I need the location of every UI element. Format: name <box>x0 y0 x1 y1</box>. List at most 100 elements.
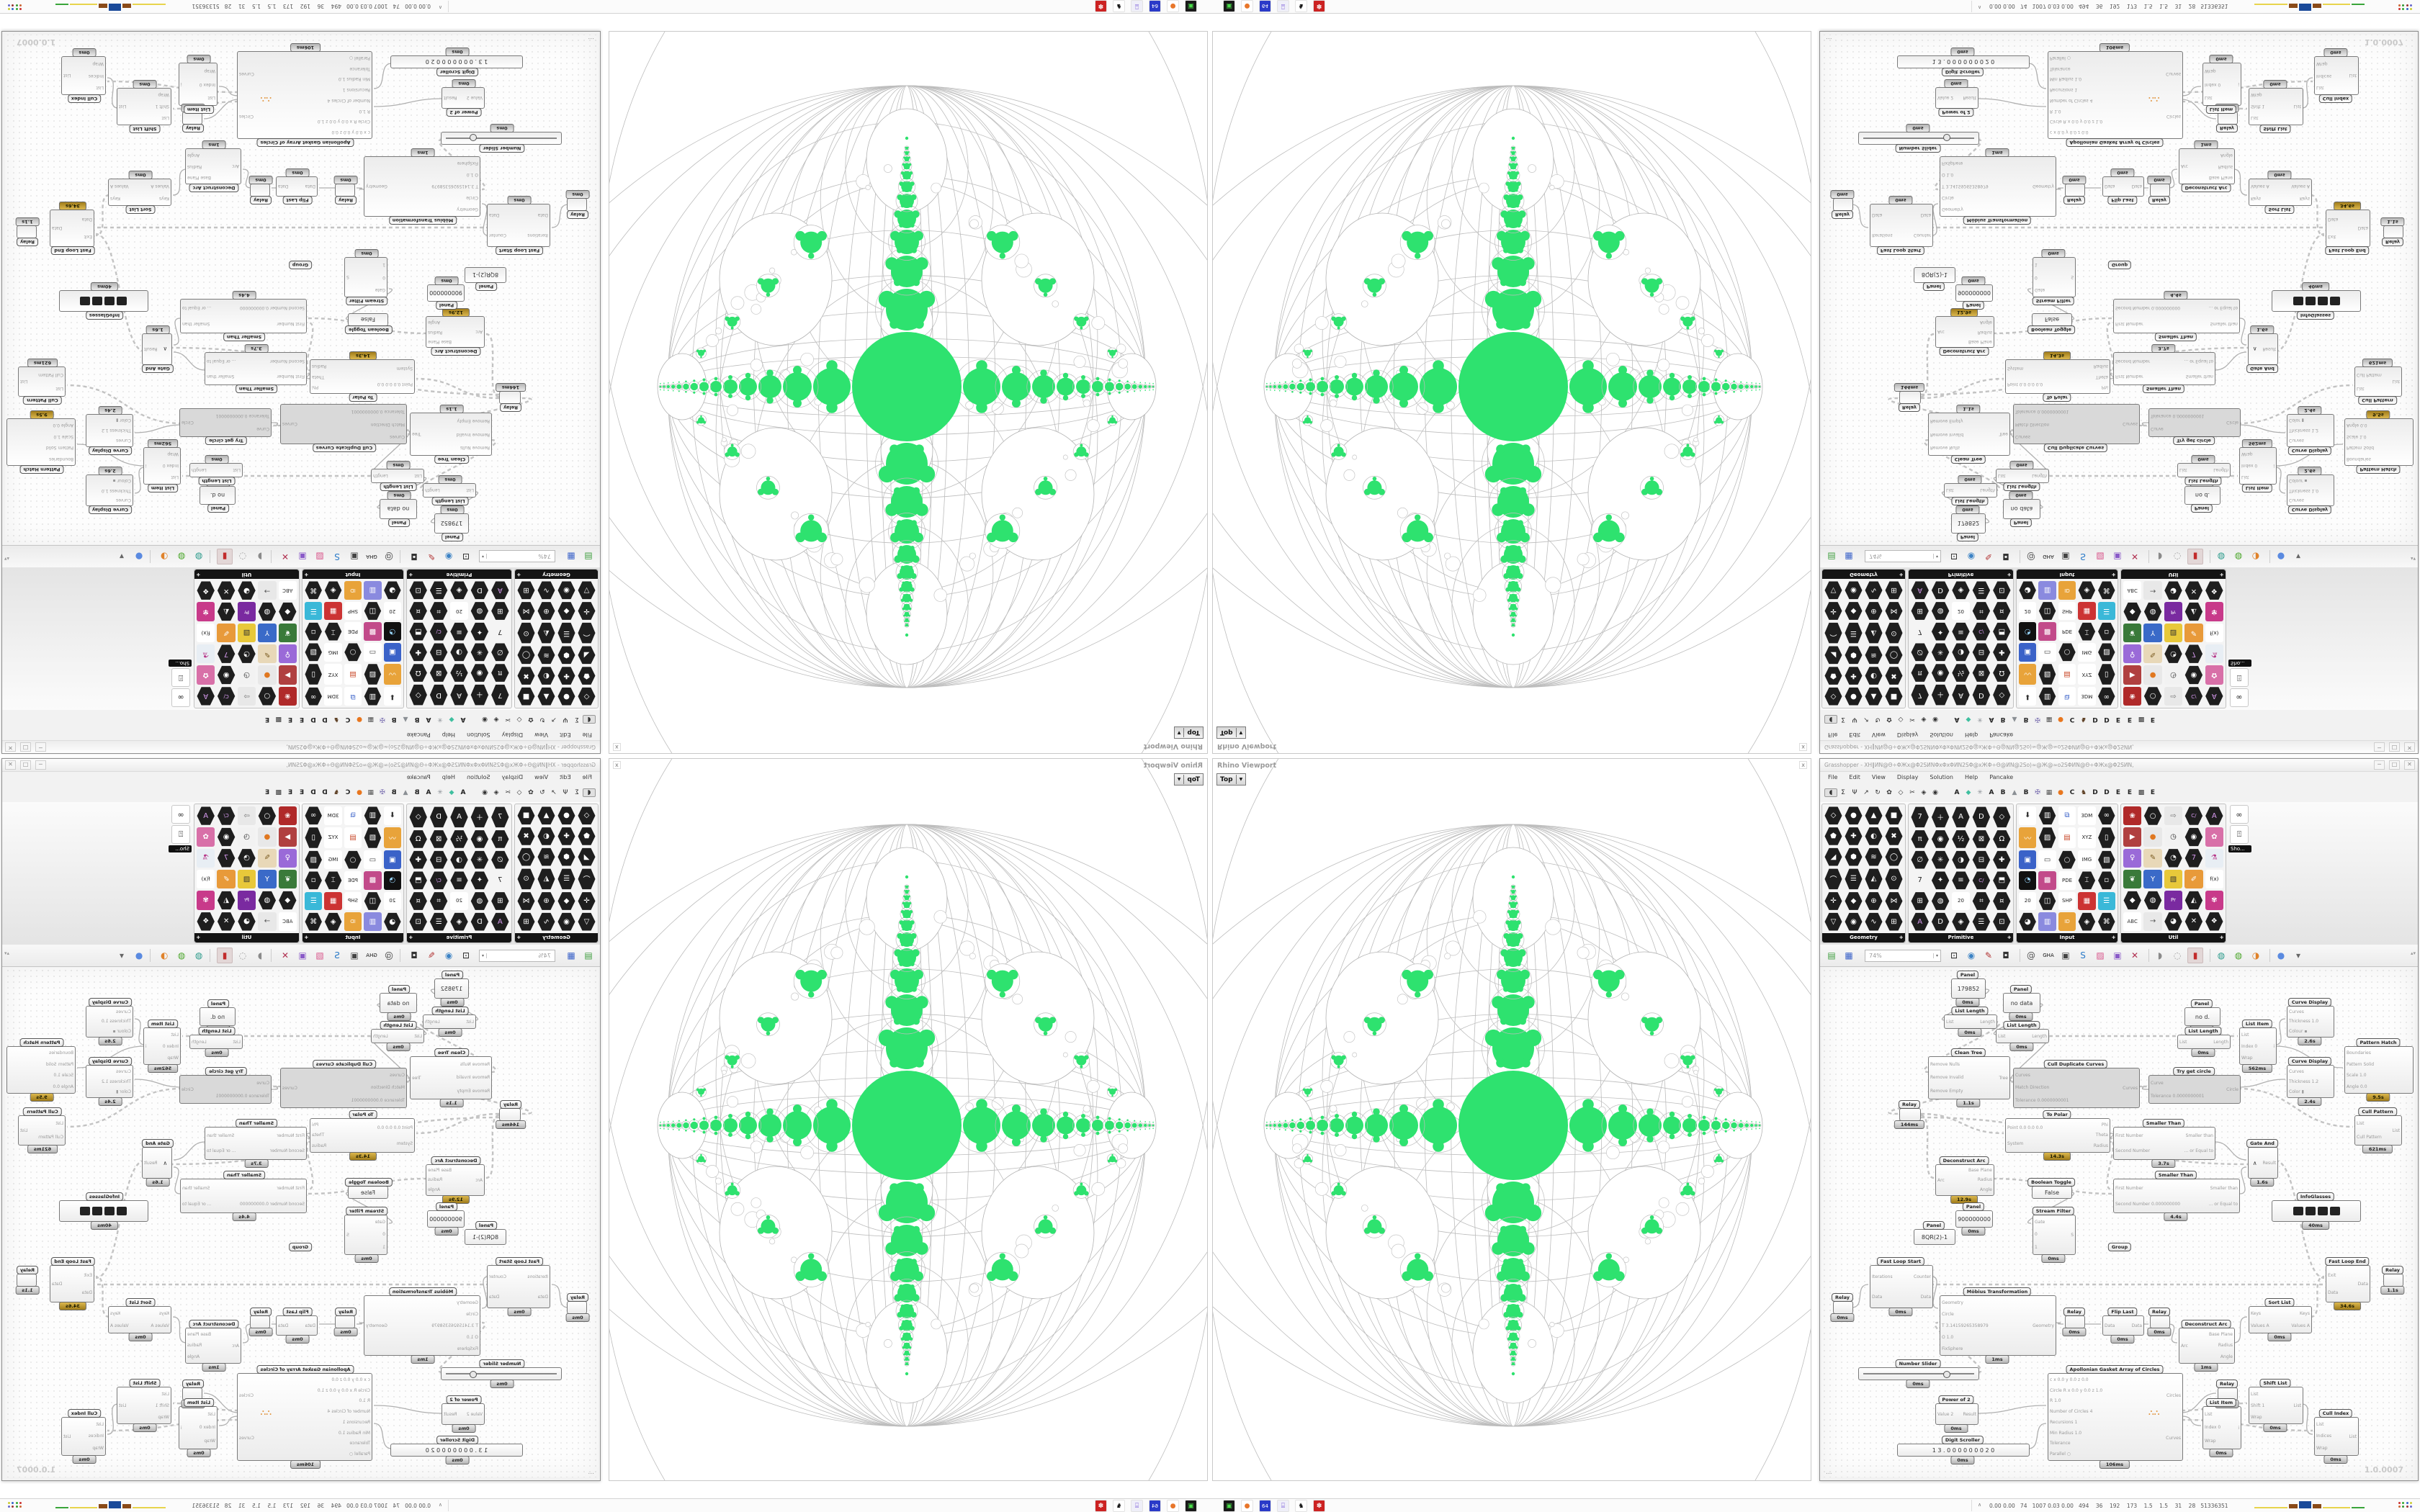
component-icon-util-3[interactable]: C/ <box>2184 806 2203 825</box>
gh-node-title-boolean-toggle[interactable]: Boolean Toggle <box>2027 325 2075 334</box>
close-icon[interactable]: x <box>1799 761 1807 769</box>
component-icon-geometry-15[interactable]: ⊙ <box>517 868 535 890</box>
component-icon-util-4[interactable]: A <box>197 806 215 825</box>
tab-addon-12[interactable]: D <box>2092 716 2098 724</box>
gh-node-flip-last[interactable]: Data Data <box>276 176 318 197</box>
gh-node-title-panel[interactable]: Panel <box>1922 282 1945 291</box>
component-icon-input-2[interactable]: ⧉ <box>2058 687 2076 706</box>
component-icon-geometry-21[interactable]: ◉ <box>1845 581 1863 600</box>
component-icon-geometry-4[interactable]: ⬟ <box>578 667 596 685</box>
component-icon-geometry-23[interactable]: ⊞ <box>1885 912 1903 931</box>
minimize-icon[interactable]: ─ <box>35 742 46 752</box>
gh-node-curve-display[interactable]: Curves Thickness 1.0 Colour ▪ <box>2287 474 2334 506</box>
gh-node-title-cull-duplicate-curves[interactable]: Cull Duplicate Curves <box>312 444 377 452</box>
gh-node-title-m-bius-transformation[interactable]: Möbius Transformation <box>1963 216 2032 225</box>
maximize-icon[interactable]: □ <box>20 742 31 752</box>
chevron-down-icon[interactable]: ▾ <box>1932 953 1940 958</box>
remote-control-icon[interactable]: @ <box>2027 552 2035 562</box>
component-icon-geometry-16[interactable]: ✛ <box>578 892 596 911</box>
solver-pause-icon[interactable]: ◌ <box>2173 950 2182 960</box>
component-icon-util-12[interactable]: ◔ <box>2164 644 2182 663</box>
menu-pancake[interactable]: Pancake <box>1989 774 2014 780</box>
drive-app-icon[interactable]: ▣ <box>1185 1500 1197 1512</box>
component-icon-util-22[interactable]: Pr <box>237 602 256 621</box>
component-icon-input-8[interactable]: XYZ <box>2078 827 2096 849</box>
glasses-button[interactable] <box>2293 297 2303 305</box>
component-icon-util-29[interactable]: ❖ <box>197 581 215 600</box>
component-icon-util-17[interactable]: ▧ <box>2164 869 2183 889</box>
component-icon-primitive-19[interactable]: ⬒ <box>1993 622 2011 641</box>
glasses-button[interactable] <box>2317 297 2328 305</box>
gh-node-panel[interactable]: 8QR(2)-1 <box>1914 267 1955 283</box>
component-icon-geometry-5[interactable]: ✚ <box>1845 667 1863 685</box>
component-icon-primitive-10[interactable]: ∅ <box>491 850 509 869</box>
component-icon-geometry-14[interactable]: ◭ <box>1865 868 1883 890</box>
component-icon-input-28[interactable]: ◈ <box>324 912 341 931</box>
component-icon-input-9[interactable]: ▯ <box>2098 664 2115 685</box>
gh-node-title-m-bius-transformation[interactable]: Möbius Transformation <box>388 1287 457 1296</box>
gh-node-title-relay[interactable]: Relay <box>2381 1266 2404 1274</box>
gh-node-title-relay[interactable]: Relay <box>1898 403 1921 412</box>
component-icon-geometry-6[interactable]: ◐ <box>537 667 555 685</box>
gh-node-title-relay[interactable]: Relay <box>182 1380 205 1388</box>
gh-node-title-group[interactable]: Group <box>288 261 313 269</box>
component-icon-util-19[interactable]: f(x) <box>197 869 215 889</box>
viewport-tab-top[interactable]: Top ▼ <box>1216 726 1247 739</box>
component-icon-geometry-14[interactable]: ◭ <box>1865 622 1883 644</box>
component-icon-primitive-27[interactable]: ◈ <box>450 912 468 931</box>
component-icon-primitive-3[interactable]: D <box>1972 684 1990 706</box>
component-icon-input-26[interactable]: ▥ <box>364 912 382 931</box>
gh-node-deconstruct-arc[interactable]: Arc Base Plane Radius Angle <box>185 148 241 184</box>
gh-node-smaller-than[interactable]: First Number Second Number 0.000000000 Sma… <box>180 1179 307 1213</box>
tab-main-5[interactable]: ✿ <box>1886 788 1892 796</box>
component-icon-primitive-15[interactable]: 7 <box>490 622 509 642</box>
component-icon-util-25[interactable]: ABC <box>2123 912 2142 931</box>
tab-addon-15[interactable]: E <box>287 788 293 796</box>
gallery-icon[interactable]: ▣ <box>298 552 307 562</box>
component-icon-geometry-7[interactable]: ✖ <box>517 827 535 846</box>
component-icon-util-11[interactable]: ✎ <box>258 848 277 868</box>
grasshopper-titlebar[interactable]: Grasshopper - XH‖ИN@Θ÷ΦЖx@Φ2SИNΦxΦxΦИN2S… <box>2 740 600 753</box>
tab-addon-9[interactable]: ● <box>2058 716 2063 724</box>
gh-node-list-length[interactable]: List Length <box>1944 483 1997 498</box>
component-icon-geometry-0[interactable]: ◇ <box>578 806 596 825</box>
component-icon-geometry-3[interactable]: ■ <box>517 806 535 825</box>
component-icon-input-14[interactable]: ▧ <box>305 850 322 869</box>
component-icon-primitive-25[interactable]: A <box>1911 581 1929 600</box>
maximize-icon[interactable]: □ <box>20 760 31 770</box>
menu-solution[interactable]: Solution <box>467 732 490 738</box>
gh-node-curve-display[interactable]: Curves Thickness 1.2 Color ▮ <box>86 414 133 447</box>
gh-node-title-clean-tree[interactable]: Clean Tree <box>1950 455 1986 464</box>
component-icon-input-26[interactable]: ▥ <box>2038 581 2056 600</box>
gh-node-number-slider[interactable] <box>1858 1367 1979 1380</box>
wire-display-icon[interactable]: ✕ <box>281 552 290 562</box>
slider-knob[interactable] <box>1942 134 1950 141</box>
tab-addon-4[interactable]: B <box>2000 788 2006 796</box>
component-icon-util-17[interactable]: ▧ <box>237 869 256 889</box>
tab-main-0[interactable]: ◖ <box>583 788 596 797</box>
drive-app-icon[interactable]: ▣ <box>1185 0 1197 12</box>
gh-node-title-list-length[interactable]: List Length <box>2003 482 2040 491</box>
component-icon-util-5[interactable]: ▶ <box>2123 827 2142 847</box>
component-icon-util-15[interactable]: ❦ <box>278 869 297 889</box>
gh-node-title-panel[interactable]: Panel <box>2190 999 2213 1008</box>
palette-expand-icon[interactable]: ✚ <box>1899 572 1903 577</box>
component-icon-util-7[interactable]: ◷ <box>2164 827 2183 847</box>
gh-node-title-deconstruct-arc[interactable]: Deconstruct Arc <box>1939 347 1989 356</box>
component-icon-input-9[interactable]: ▯ <box>305 827 322 849</box>
tab-addon-11[interactable]: ♞ <box>2080 716 2087 724</box>
gh-node-infoglasses[interactable] <box>59 1200 148 1222</box>
gh-node-list-length[interactable]: List Length <box>371 1029 424 1043</box>
tab-addon-15[interactable]: E <box>2127 788 2133 796</box>
component-icon-geometry-21[interactable]: ◉ <box>557 581 575 600</box>
component-icon-geometry-8[interactable]: ◢ <box>578 646 596 665</box>
gh-node-title-power-of-2[interactable]: Power of 2 <box>446 108 482 117</box>
gh-node-deconstruct-arc[interactable]: Arc Base Plane Radius Angle <box>426 316 485 348</box>
gh-node-title-relay[interactable]: Relay <box>334 1308 357 1316</box>
gh-node-title-smaller-than[interactable]: Smaller Than <box>223 333 266 341</box>
tab-addon-4[interactable]: B <box>414 788 420 796</box>
gh-node-try-get-circle[interactable]: Curve Tolerance 0.0000000001 Circle <box>2148 408 2241 437</box>
component-icon-input-13[interactable]: IMG <box>324 643 342 662</box>
infoglasses-icon[interactable]: ∞ <box>2230 688 2249 707</box>
solver-red-icon[interactable]: ▮ <box>2187 948 2203 963</box>
